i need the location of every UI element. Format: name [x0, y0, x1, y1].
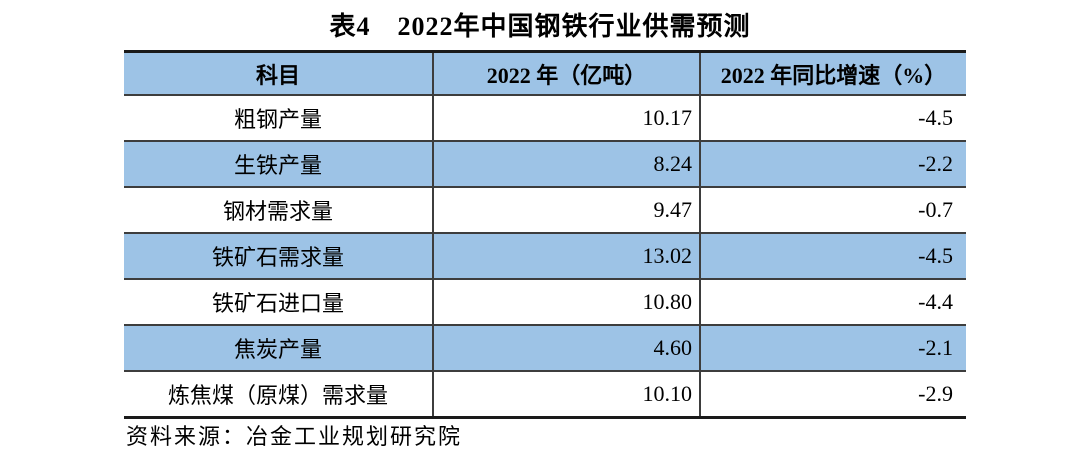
- table-header-row: 科目 2022 年（亿吨） 2022 年同比增速（%）: [124, 51, 966, 96]
- cell-2022-yoy-growth: -2.1: [699, 325, 966, 372]
- cell-2022-yoy-growth: -2.9: [699, 371, 966, 419]
- supply-demand-forecast-table: 科目 2022 年（亿吨） 2022 年同比增速（%） 粗钢产量 10.17 -4.…: [124, 50, 966, 419]
- table-row: 铁矿石需求量 13.02 -4.5: [124, 233, 966, 280]
- cell-item: 铁矿石进口量: [124, 279, 433, 326]
- cell-item: 粗钢产量: [124, 95, 433, 142]
- cell-item: 炼焦煤（原煤）需求量: [124, 371, 433, 419]
- cell-2022-yoy-growth: -4.4: [699, 279, 966, 326]
- cell-2022-amount: 13.02: [432, 233, 700, 280]
- cell-2022-amount: 10.17: [432, 95, 700, 142]
- table-title: 表4 2022年中国钢铁行业供需预测: [329, 12, 751, 41]
- column-header-2022-amount: 2022 年（亿吨）: [432, 51, 700, 96]
- table-row: 焦炭产量 4.60 -2.1: [124, 325, 966, 372]
- cell-2022-amount: 8.24: [432, 141, 700, 188]
- cell-2022-amount: 9.47: [432, 187, 700, 234]
- table-row: 粗钢产量 10.17 -4.5: [124, 95, 966, 142]
- cell-2022-yoy-growth: -4.5: [699, 95, 966, 142]
- cell-2022-amount: 10.10: [432, 371, 700, 419]
- cell-2022-yoy-growth: -0.7: [699, 187, 966, 234]
- cell-2022-yoy-growth: -4.5: [699, 233, 966, 280]
- cell-item: 生铁产量: [124, 141, 433, 188]
- table-body: 粗钢产量 10.17 -4.5 生铁产量 8.24 -2.2 钢材需求量 9.47 -0.7 铁矿…: [124, 95, 966, 419]
- cell-2022-yoy-growth: -2.2: [699, 141, 966, 188]
- source-note: 资料来源：冶金工业规划研究院: [126, 424, 463, 449]
- table-row: 钢材需求量 9.47 -0.7: [124, 187, 966, 234]
- cell-2022-amount: 10.80: [432, 279, 700, 326]
- column-header-2022-yoy-growth: 2022 年同比增速（%）: [699, 51, 966, 96]
- cell-2022-amount: 4.60: [432, 325, 700, 372]
- cell-item: 焦炭产量: [124, 325, 433, 372]
- table-row: 炼焦煤（原煤）需求量 10.10 -2.9: [124, 371, 966, 419]
- column-header-item: 科目: [124, 51, 433, 96]
- table-row: 铁矿石进口量 10.80 -4.4: [124, 279, 966, 326]
- cell-item: 钢材需求量: [124, 187, 433, 234]
- table-row: 生铁产量 8.24 -2.2: [124, 141, 966, 188]
- cell-item: 铁矿石需求量: [124, 233, 433, 280]
